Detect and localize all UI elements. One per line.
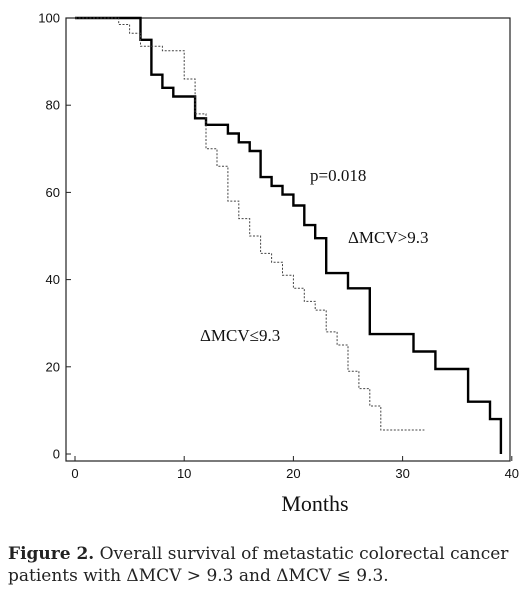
y-tick-label: 20 <box>46 359 60 374</box>
axes <box>65 17 513 462</box>
series-group <box>75 16 503 454</box>
x-axis-title: Months <box>281 491 348 516</box>
series-high-line <box>75 16 503 454</box>
caption-label: Figure 2. <box>8 544 95 564</box>
series-low-line <box>75 17 425 431</box>
y-tick-label: 80 <box>46 98 60 113</box>
survival-chart: 0 10 20 30 40 0 20 40 60 80 100 Months p=0.018 ΔMC… <box>38 11 519 517</box>
y-tick-label: 40 <box>46 272 60 287</box>
y-tick-label: 0 <box>53 447 60 462</box>
tick-labels: 0 10 20 30 40 0 20 40 60 80 100 <box>38 11 519 482</box>
x-tick-label: 20 <box>286 466 300 481</box>
low-group-label: ΔMCV≤9.3 <box>200 326 280 345</box>
figure-caption: Figure 2. Overall survival of metastatic… <box>8 543 523 587</box>
x-tick-label: 40 <box>505 466 519 481</box>
x-tick-label: 10 <box>177 466 191 481</box>
x-tick-label: 0 <box>71 466 78 481</box>
y-tick-label: 60 <box>46 185 60 200</box>
x-tick-label: 30 <box>395 466 409 481</box>
y-tick-label: 100 <box>38 11 60 26</box>
high-group-label: ΔMCV>9.3 <box>348 228 429 247</box>
caption-text: Overall survival of metastatic colorecta… <box>8 544 509 586</box>
plot-frame <box>65 17 511 462</box>
p-value-annotation: p=0.018 <box>310 166 366 185</box>
